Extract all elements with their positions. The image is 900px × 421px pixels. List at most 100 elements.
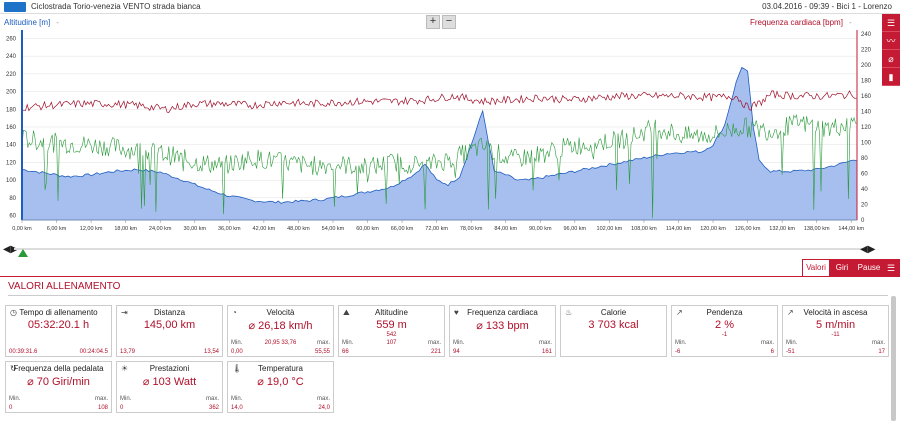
x-tick-label: 54,00 km — [322, 226, 345, 232]
min-label: Min. — [342, 340, 354, 346]
left-tick-label: 160 — [6, 125, 17, 131]
stat-sub-value: -11 — [831, 332, 840, 338]
x-tick-label: 96,00 km — [564, 226, 587, 232]
left-tick-label: 220 — [6, 72, 17, 78]
workout-title: Ciclostrada Torio-venezia VENTO strada b… — [31, 2, 201, 11]
right-tick-label: 140 — [861, 110, 872, 116]
scroll-left-icon[interactable]: ◀▶ — [3, 244, 19, 255]
right-tick-label: 0 — [861, 218, 865, 224]
min-label: Min. — [786, 340, 798, 346]
x-tick-label: 24,00 km — [149, 226, 172, 232]
tab-pause[interactable]: Pause — [854, 259, 884, 276]
max-label: max. — [316, 396, 330, 402]
stat-title: Tempo di allenamento — [19, 308, 98, 317]
left-tick-label: 240 — [6, 54, 17, 60]
min-label: Min. — [231, 396, 243, 402]
left-tick-label: 80 — [9, 196, 16, 202]
stat-card: ◔ Velocità ⌀ 26,18 km/h Min. max. 0,00 20,95 3… — [227, 305, 334, 357]
right-tick-label: 200 — [861, 63, 872, 69]
min-value: 13,79 — [120, 349, 136, 355]
stat-value: 2 % — [715, 319, 734, 331]
stat-minmax — [564, 340, 663, 355]
bike-name: Bici 1 — [836, 2, 856, 11]
stat-card: 🌡 Temperatura ⌀ 19,0 °C Min. max. 14,0 24,0 — [227, 361, 334, 413]
max-value: 221 — [430, 349, 441, 355]
tab-giri[interactable]: Giri — [830, 259, 854, 276]
min-value: -51 — [786, 349, 795, 355]
stat-minmax: Min. max. 0,00 20,95 33,76 55,55 — [231, 340, 330, 355]
stat-icon: ♥ — [454, 308, 459, 317]
page-scrollbar[interactable] — [891, 296, 896, 421]
stat-value: ⌀ 70 Giri/min — [27, 376, 90, 388]
bar-chart-icon[interactable]: ▮ — [882, 68, 900, 86]
min-value: 0,00 — [231, 349, 243, 355]
x-tick-label: 48,00 km — [287, 226, 310, 232]
stat-value: 3 703 kcal — [588, 319, 639, 331]
x-tick-label: 114,00 km — [666, 226, 692, 232]
stat-title: Distanza — [153, 308, 186, 317]
stat-icon: ⇥ — [121, 308, 128, 317]
max-label: max. — [871, 340, 885, 346]
workout-date: 03.04.2016 — [762, 2, 803, 11]
max-value: 24,0 — [318, 405, 330, 411]
min-value: 66 — [342, 349, 349, 355]
heart-rate-axis-label[interactable]: Frequenza cardiaca [bpm] - — [750, 18, 852, 27]
max-value: 55,55 — [314, 349, 330, 355]
altitude-area — [21, 66, 858, 221]
stat-icon: ↗ — [787, 308, 794, 317]
stat-title: Temperatura — [258, 364, 303, 373]
tab-divider — [0, 276, 900, 277]
altitude-axis-label[interactable]: Altitudine [m] - — [4, 18, 59, 27]
stat-title: Pendenza — [706, 308, 743, 317]
stat-card: ◷ Tempo di allenamento 05:32:20.1 h 00:39:3… — [5, 305, 112, 357]
min-label: Min. — [9, 396, 21, 402]
scroll-right-icon[interactable]: ◀▶ — [860, 244, 876, 255]
stat-minmax: Min. max. 66 107 221 — [342, 340, 441, 355]
stat-value: 559 m — [376, 319, 407, 331]
line-chart-icon[interactable]: 〰 — [882, 32, 900, 50]
x-tick-label: 126,00 km — [735, 226, 761, 232]
stat-minmax: 00:39:31.6 00:24:04.5 — [9, 340, 108, 355]
stat-card: ☀ Prestazioni ⌀ 103 Watt Min. max. 0 362 — [116, 361, 223, 413]
workout-chart[interactable]: 60 80 100 120 140 160 180 200 220 240 260 0 20 40 60 80… — [0, 28, 880, 243]
min-label: Min. — [120, 396, 132, 402]
stat-title: Calorie — [600, 308, 627, 317]
left-tick-label: 200 — [6, 90, 17, 96]
stat-minmax: 13,79 13,54 — [120, 340, 219, 355]
range-handle[interactable] — [18, 249, 28, 257]
x-tick-label: 132,00 km — [769, 226, 795, 232]
stat-card: ⛰ Altitudine 559 m 542 Min. max. 66 107 221 — [338, 305, 445, 357]
max-label: max. — [205, 396, 219, 402]
no-filter-icon[interactable]: ⌀ — [882, 50, 900, 68]
stat-card: ↻ Frequenza della pedalata ⌀ 70 Giri/min Mi… — [5, 361, 112, 413]
right-tick-label: 120 — [861, 125, 872, 131]
chart-toolbar: ☰ 〰 ⌀ ▮ — [882, 14, 900, 86]
stat-title: Prestazioni — [149, 364, 190, 373]
left-tick-label: 120 — [6, 160, 17, 166]
zoom-in-button[interactable]: + — [426, 15, 440, 29]
zoom-out-button[interactable]: − — [442, 15, 456, 29]
stat-value: ⌀ 19,0 °C — [257, 376, 304, 388]
right-tick-label: 60 — [861, 172, 868, 178]
values-menu-button[interactable]: ☰ — [882, 259, 900, 276]
stat-card: ⇥ Distanza 145,00 km 13,79 13,54 — [116, 305, 223, 357]
x-tick-label: 102,00 km — [597, 226, 623, 232]
left-tick-label: 260 — [6, 36, 17, 42]
x-tick-label: 36,00 km — [218, 226, 241, 232]
stat-value: ⌀ 26,18 km/h — [248, 320, 313, 332]
right-tick-label: 80 — [861, 156, 868, 162]
left-tick-label: 180 — [6, 107, 17, 113]
stat-title: Frequenza della pedalata — [13, 364, 104, 373]
max-value: 13,54 — [203, 349, 219, 355]
list-icon[interactable]: ☰ — [882, 14, 900, 32]
max-value: 108 — [97, 405, 108, 411]
tab-bar: Valori Giri Pause — [802, 259, 884, 276]
tab-valori[interactable]: Valori — [802, 259, 830, 276]
x-tick-label: 108,00 km — [631, 226, 657, 232]
max-value: 362 — [208, 405, 219, 411]
max-label: max. — [760, 340, 774, 346]
min-value: 94 — [453, 349, 460, 355]
stat-sub-value: -1 — [721, 332, 728, 338]
stat-card: ♨ Calorie 3 703 kcal — [560, 305, 667, 357]
scroll-track[interactable] — [14, 248, 872, 250]
